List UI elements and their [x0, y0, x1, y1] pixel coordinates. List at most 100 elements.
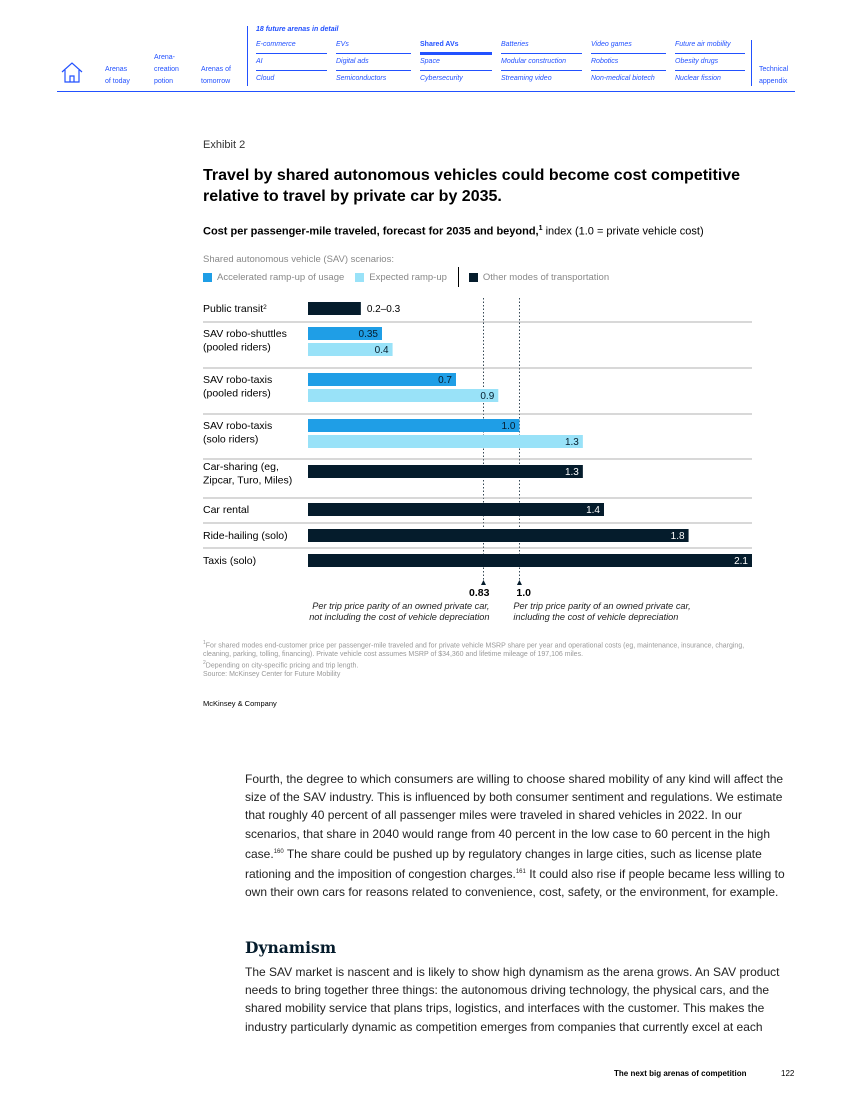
nav-link-line: potion — [154, 78, 174, 85]
bar — [308, 389, 499, 402]
arena-link-ai[interactable]: AI — [256, 58, 327, 71]
legend-swatch — [203, 272, 212, 282]
home-button[interactable] — [60, 60, 84, 84]
footnote-marker: 2 — [203, 660, 206, 667]
endnote-ref[interactable]: 161 — [515, 869, 526, 876]
legend-heading: Shared autonomous vehicle (SAV) scenario… — [203, 254, 394, 265]
category-label: Taxis (solo) — [203, 555, 256, 567]
arena-link-streaming-video[interactable]: Streaming video — [501, 75, 552, 82]
category-label: SAV robo-taxis — [203, 420, 272, 432]
legend-label: Other modes of transportation — [482, 271, 610, 283]
reference-marker — [480, 580, 486, 585]
bar — [308, 327, 382, 340]
active-arena-indicator — [420, 52, 492, 55]
section-heading: Dynamism — [245, 938, 337, 957]
nav-technical-appendix[interactable]: Technical appendix — [759, 64, 788, 88]
bar — [308, 419, 520, 432]
footnote-2: 2Depending on city-specific pricing and … — [203, 659, 763, 671]
arena-link-cybersecurity[interactable]: Cybersecurity — [420, 75, 463, 82]
nav-arenas-of-today[interactable]: Arenas of today — [105, 64, 130, 88]
nav-link-line: appendix — [759, 78, 788, 85]
bar-value-label: 1.3 — [565, 467, 579, 478]
arena-link-digital-ads[interactable]: Digital ads — [336, 58, 411, 71]
bar — [308, 373, 456, 386]
nav-link-line: of today — [105, 78, 130, 85]
page-number: 122 — [781, 1069, 795, 1078]
arena-link-space[interactable]: Space — [420, 58, 492, 71]
legend-swatch — [355, 272, 365, 282]
legend-item-other: Other modes of transportation — [468, 271, 610, 283]
legend-label: Accelerated ramp-up of usage — [217, 271, 345, 283]
nav-divider — [751, 40, 752, 86]
bar-value-label: 0.2–0.3 — [367, 304, 401, 315]
paragraph-text: The share could be pushed up by regulato… — [245, 846, 762, 882]
nav-arenas-of-tomorrow[interactable]: Arenas of tomorrow — [201, 64, 231, 88]
nav-underline — [57, 91, 795, 92]
bar-value-label: 0.7 — [438, 375, 452, 386]
category-label: Public transit2 — [203, 303, 267, 315]
bar-value-label: 1.8 — [671, 531, 685, 542]
bar-value-label: 0.4 — [375, 345, 389, 356]
arena-link-e-commerce[interactable]: E-commerce — [256, 41, 327, 54]
footnote-text: Depending on city-specific pricing and t… — [205, 662, 359, 670]
footnote-marker: 1 — [203, 640, 206, 646]
legend-item-accelerated: Accelerated ramp-up of usage — [203, 272, 344, 283]
category-label: (pooled riders) — [203, 342, 271, 354]
category-label: SAV robo-taxis — [203, 374, 272, 386]
category-label: (pooled riders) — [203, 388, 271, 400]
paragraph-text: Fourth, the degree to which consumers ar… — [245, 772, 784, 861]
legend-separator — [457, 267, 459, 287]
home-icon — [61, 62, 83, 83]
brand-name: McKinsey & Company — [203, 699, 277, 708]
chart-subtitle-bold: Cost per passenger-mile traveled, foreca… — [203, 225, 539, 238]
paragraph-text: It could also rise if people became less… — [245, 867, 785, 900]
category-footnote-ref: 2 — [263, 304, 267, 311]
reference-note: not including the cost of vehicle deprec… — [309, 612, 489, 622]
arena-link-evs[interactable]: EVs — [336, 41, 411, 54]
chart-subtitle-rest: index (1.0 = private vehicle cost) — [542, 225, 704, 238]
legend-swatch — [468, 272, 478, 282]
future-arenas-title: 18 future arenas in detail — [256, 26, 339, 33]
nav-link-line: Technical — [759, 66, 789, 73]
arena-link-future-air-mobility[interactable]: Future air mobility — [675, 41, 745, 54]
bar-value-label: 2.1 — [734, 556, 748, 567]
arena-link-batteries[interactable]: Batteries — [501, 41, 582, 54]
nav-link-line: Arenas — [105, 66, 128, 73]
arena-link-cloud[interactable]: Cloud — [256, 75, 275, 82]
footnotes: 1For shared modes end-customer price per… — [203, 639, 763, 680]
arena-link-non-medical-biotech[interactable]: Non-medical biotech — [591, 75, 655, 82]
legend-label: Expected ramp-up — [369, 271, 447, 283]
reference-value-label: 0.83 — [469, 587, 490, 599]
arena-link-semiconductors[interactable]: Semiconductors — [336, 75, 387, 82]
nav-link-line: creation — [154, 66, 179, 73]
arena-link-modular-construction[interactable]: Modular construction — [501, 58, 582, 71]
nav-link-line: tomorrow — [201, 78, 231, 85]
arena-link-robotics[interactable]: Robotics — [591, 58, 666, 71]
chart-legend: Accelerated ramp-up of usage Expected ra… — [203, 267, 620, 287]
endnote-ref[interactable]: 160 — [273, 848, 284, 855]
arena-link-nuclear-fission[interactable]: Nuclear fission — [675, 75, 721, 82]
nav-arena-creation-potion[interactable]: Arena- creation potion — [154, 52, 179, 88]
body-paragraph-2: The SAV market is nascent and is likely … — [245, 965, 780, 1034]
chart-subtitle: Cost per passenger-mile traveled, foreca… — [203, 225, 773, 238]
bar — [308, 503, 604, 516]
bar-value-label: 0.9 — [480, 391, 494, 402]
category-label: (solo riders) — [203, 434, 258, 446]
category-label: Car rental — [203, 504, 249, 516]
arena-link-video-games[interactable]: Video games — [591, 41, 666, 54]
body-paragraph-1: Fourth, the degree to which consumers ar… — [245, 770, 790, 901]
arena-link-obesity-drugs[interactable]: Obesity drugs — [675, 58, 745, 71]
bar-value-label: 1.0 — [502, 421, 516, 432]
bar — [308, 529, 689, 542]
reference-value-label: 1.0 — [516, 587, 531, 599]
bar-chart: 0.83 Per trip price parity of an owned pr… — [203, 298, 752, 622]
nav-link-line: Arena- — [154, 54, 176, 61]
reference-note: including the cost of vehicle depreciati… — [513, 612, 678, 622]
category-label: Ride-hailing (solo) — [203, 530, 288, 542]
reference-note: Per trip price parity of an owned privat… — [312, 601, 489, 611]
bar — [308, 302, 361, 315]
bar-value-label: 0.35 — [359, 329, 379, 340]
bar — [308, 554, 752, 567]
footnote-ref: 1 — [538, 225, 543, 232]
top-navigation: Arenas of today Arena- creation potion A… — [0, 0, 850, 100]
